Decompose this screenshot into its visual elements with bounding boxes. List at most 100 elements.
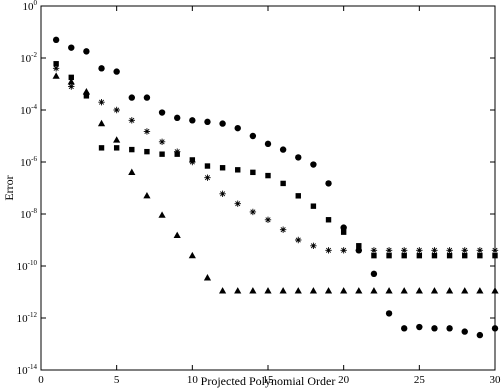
triangle-point <box>113 136 121 143</box>
star-point <box>158 138 166 145</box>
triangle-point <box>370 287 378 294</box>
square-point <box>219 165 226 171</box>
x-tick-label: 0 <box>38 374 44 386</box>
square-point <box>325 217 332 223</box>
triangle-point <box>461 287 469 294</box>
circle-point <box>385 310 393 317</box>
star-point <box>68 83 75 90</box>
circle-point <box>491 325 499 332</box>
star-point <box>264 216 272 223</box>
y-tick-label: 10-2 <box>20 51 37 65</box>
star-point <box>279 226 287 233</box>
x-tick-label: 5 <box>114 374 120 386</box>
triangle-point <box>279 287 287 294</box>
y-tick-label: 10-8 <box>20 207 37 221</box>
circle-point <box>83 48 90 55</box>
y-tick-label: 10-12 <box>17 311 38 325</box>
star-point <box>234 200 241 207</box>
circle-point <box>401 325 408 332</box>
triangle-point <box>476 287 484 294</box>
circle-point <box>279 146 287 153</box>
x-tick-label: 30 <box>490 374 502 386</box>
y-axis: 100 10-2 10-4 10-6 10-8 10-10 10-12 10-14 <box>17 0 495 377</box>
star-point <box>143 128 151 135</box>
circle-point <box>113 68 120 75</box>
star-point <box>340 247 347 254</box>
star-point <box>98 98 105 106</box>
y-tick-label: 10-10 <box>17 259 38 273</box>
square-point <box>53 61 59 67</box>
circle-point <box>174 114 181 122</box>
square-point <box>371 252 377 259</box>
star-point <box>52 65 60 72</box>
x-tick-label: 25 <box>414 374 426 386</box>
star-point <box>370 247 378 254</box>
triangle-point <box>143 192 151 199</box>
star-point <box>219 190 226 197</box>
circle-point <box>204 118 211 126</box>
triangle-point <box>203 274 212 281</box>
circle-point <box>234 124 241 132</box>
triangle-point <box>52 72 60 79</box>
circle-point <box>158 109 166 116</box>
square-point <box>401 252 407 259</box>
y-tick-label: 10-4 <box>20 103 37 117</box>
square-point <box>295 193 301 199</box>
circle-point <box>98 65 105 72</box>
y-axis-label: Error <box>2 175 16 200</box>
x-tick-label: 15 <box>263 374 275 386</box>
circle-point <box>189 117 196 124</box>
square-point <box>386 252 392 259</box>
triangle-point <box>385 287 393 294</box>
square-point <box>310 203 317 209</box>
star-point <box>113 106 120 114</box>
triangle-point <box>415 287 423 294</box>
circle-point <box>295 154 302 161</box>
circle-point <box>446 325 453 332</box>
x-axis: 0 5 10 15 20 25 30 <box>38 6 501 386</box>
square-point <box>68 74 74 81</box>
triangle-point <box>219 287 227 294</box>
triangle-point <box>324 287 333 294</box>
square-point <box>492 252 498 259</box>
square-point <box>144 148 150 155</box>
star-point <box>416 247 423 254</box>
star-point <box>461 247 468 254</box>
star-point <box>385 247 393 254</box>
square-point <box>356 243 362 249</box>
star-point <box>325 247 332 254</box>
circle-point <box>340 224 347 231</box>
circle-point <box>476 331 484 339</box>
triangle-point <box>173 231 181 239</box>
triangle-point <box>446 287 454 294</box>
triangle-point <box>309 287 317 294</box>
square-point <box>250 169 256 176</box>
x-tick-label: 20 <box>338 374 350 386</box>
y-tick-label: 10-14 <box>17 363 38 377</box>
circle-point <box>128 94 135 101</box>
square-point <box>204 163 211 169</box>
data-series <box>52 36 499 339</box>
square-point <box>416 252 423 259</box>
circle-point <box>52 36 60 44</box>
star-point <box>174 148 181 155</box>
square-point <box>98 145 105 151</box>
circle-point <box>325 180 332 187</box>
triangle-point <box>249 287 257 294</box>
square-point <box>431 252 438 259</box>
triangle-point <box>340 287 348 294</box>
star-point <box>446 247 453 254</box>
star-point <box>476 247 484 254</box>
circle-point <box>416 323 423 331</box>
triangle-point <box>128 168 136 175</box>
x-tick-label: 10 <box>187 374 199 386</box>
triangle-point <box>264 287 272 294</box>
triangle-point <box>491 287 499 294</box>
square-point <box>159 151 165 157</box>
circle-point <box>461 328 468 335</box>
triangle-point <box>158 211 166 218</box>
star-point <box>128 117 135 124</box>
circle-point <box>219 120 226 127</box>
star-point <box>189 158 196 166</box>
